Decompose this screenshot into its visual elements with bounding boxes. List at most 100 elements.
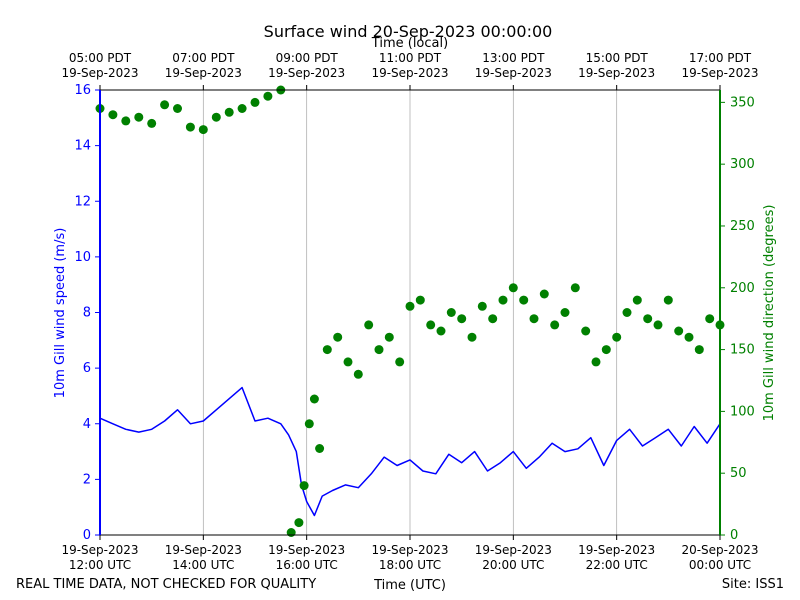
direction-point [211,112,221,122]
x-top-tick-label: 19-Sep-2023 [475,66,552,80]
x-top-tick-label: 17:00 PDT [689,51,752,65]
direction-point [446,308,456,317]
y-left-tick-label: 6 [83,361,91,376]
direction-point [498,295,508,305]
direction-point [304,419,314,429]
y-left-tick-label: 8 [83,306,91,321]
axes: 0 2 4 6 8 10 12 14 16 0 50 100 150 200 250 300 350 19-Sep… [61,51,758,572]
y-right-tick-label: 100 [730,404,755,419]
x-top-tick-label: 19-Sep-2023 [61,66,138,80]
y-left-tick-label: 16 [74,83,91,98]
direction-point [237,104,247,113]
x-top-tick-label: 19-Sep-2023 [578,66,655,80]
y-right-tick-label: 200 [730,281,755,296]
direction-point [632,295,642,305]
direction-point [299,481,309,491]
x-top-tick-label: 05:00 PDT [69,51,132,65]
direction-point [147,118,157,128]
direction-point [353,369,363,379]
direction-point [694,345,704,355]
x-bottom-tick-label: 20-Sep-2023 [681,543,758,557]
direction-point [263,91,273,101]
x-bottom-tick-label: 19-Sep-2023 [268,543,345,557]
bottom-axis-label: Time (UTC) [373,578,446,593]
y-right-tick-label: 350 [730,95,755,110]
x-top-tick-label: 13:00 PDT [482,51,545,65]
x-top-tick-label: 15:00 PDT [586,51,649,65]
direction-point [374,345,384,355]
direction-point [250,97,260,107]
direction-point [286,528,296,537]
top-axis-label: Time (local) [371,36,448,51]
direction-point [467,332,477,342]
direction-point [601,345,611,355]
direction-point [364,320,374,330]
direction-point [160,100,170,110]
x-top-tick-label: 19-Sep-2023 [268,66,345,80]
direction-point [322,345,332,355]
direction-point [436,326,446,336]
direction-point [173,104,182,113]
y-right-tick-label: 250 [730,219,755,234]
direction-point [612,332,622,342]
direction-point [581,326,591,336]
y-axis-right-label: 10m Gill wind direction (degrees) [762,205,777,422]
direction-point [705,314,715,324]
direction-point [560,308,570,317]
x-bottom-tick-label: 16:00 UTC [276,558,338,572]
x-top-tick-label: 07:00 PDT [172,51,235,65]
direction-point [663,295,673,305]
direction-point [384,332,394,342]
x-top-tick-label: 19-Sep-2023 [681,66,758,80]
chart-title: Surface wind 20-Sep-2023 00:00:00 [264,22,553,41]
y-left-tick-label: 0 [83,528,91,543]
direction-point [519,295,529,305]
direction-point [653,320,663,330]
y-left-tick-label: 2 [83,472,91,487]
x-top-tick-label: 11:00 PDT [379,51,442,65]
direction-point [108,110,118,120]
x-top-tick-label: 19-Sep-2023 [371,66,448,80]
direction-point [508,283,518,293]
x-bottom-tick-label: 00:00 UTC [689,558,751,572]
x-bottom-tick-label: 22:00 UTC [586,558,648,572]
direction-point [529,314,539,324]
x-bottom-tick-label: 18:00 UTC [379,558,441,572]
direction-point [315,444,325,453]
direction-point [622,308,632,317]
y-right-tick-label: 0 [730,528,738,543]
x-top-tick-label: 19-Sep-2023 [165,66,242,80]
speed-series [99,386,721,517]
direction-point [405,301,415,311]
x-bottom-tick-label: 20:00 UTC [482,558,544,572]
direction-point [121,116,131,126]
direction-point [539,289,549,299]
y-left-tick-label: 10 [74,250,91,265]
y-left-tick-label: 12 [74,194,91,209]
x-bottom-tick-label: 19-Sep-2023 [578,543,655,557]
direction-point [643,314,653,324]
y-right-tick-label: 300 [730,157,755,172]
x-bottom-tick-label: 19-Sep-2023 [475,543,552,557]
y-axis-left-label: 10m Gill wind speed (m/s) [53,228,68,399]
direction-point [224,107,234,117]
x-bottom-tick-label: 19-Sep-2023 [61,543,138,557]
direction-point [570,283,580,293]
direction-point [488,314,498,324]
x-bottom-tick-label: 19-Sep-2023 [371,543,448,557]
direction-point [477,301,487,311]
direction-point [333,332,343,342]
direction-point [550,320,560,330]
direction-point [309,394,319,404]
direction-series [95,85,725,537]
y-right-tick-label: 50 [730,466,747,481]
direction-point [343,357,353,367]
direction-point [591,357,601,367]
speed-line [99,386,721,517]
direction-point [684,332,694,342]
x-bottom-tick-label: 12:00 UTC [69,558,131,572]
x-bottom-tick-label: 14:00 UTC [172,558,234,572]
footer-right-site: Site: ISS1 [722,577,784,592]
x-top-tick-label: 09:00 PDT [276,51,339,65]
